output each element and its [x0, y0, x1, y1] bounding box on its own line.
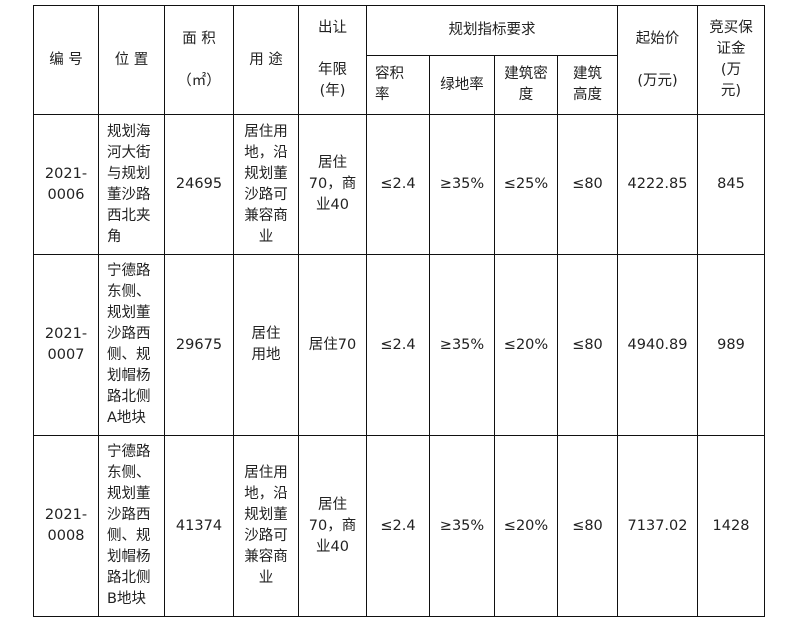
- header-green: 绿地率: [429, 55, 495, 115]
- header-use: 用 途: [233, 5, 299, 115]
- header-area: 面 积 （㎡）: [164, 5, 234, 115]
- table-row: 2021- 0008 宁德路 东侧、 规划董 沙路西 侧、规 划帽杨 路北侧 B…: [33, 435, 765, 617]
- cell-price: 7137.02: [617, 435, 698, 617]
- cell-height: ≤80: [557, 114, 618, 255]
- cell-deposit: 989: [697, 254, 765, 436]
- cell-far: ≤2.4: [366, 435, 430, 617]
- table-row: 2021- 0006 规划海 河大街 与规划 董沙路 西北夹 角 24695 居…: [33, 114, 765, 255]
- header-price: 起始价 (万元): [617, 5, 698, 115]
- cell-id: 2021- 0006: [33, 114, 99, 255]
- cell-location: 宁德路 东侧、 规划董 沙路西 侧、规 划帽杨 路北侧 A地块: [98, 254, 165, 436]
- cell-area: 24695: [164, 114, 234, 255]
- table-row: 2021- 0007 宁德路 东侧、 规划董 沙路西 侧、规 划帽杨 路北侧 A…: [33, 254, 765, 436]
- cell-use: 居住用 地，沿 规划董 沙路可 兼容商 业: [233, 435, 299, 617]
- cell-term: 居住 70，商 业40: [298, 435, 367, 617]
- cell-location: 规划海 河大街 与规划 董沙路 西北夹 角: [98, 114, 165, 255]
- cell-area: 41374: [164, 435, 234, 617]
- cell-id: 2021- 0008: [33, 435, 99, 617]
- cell-height: ≤80: [557, 435, 618, 617]
- cell-density: ≤25%: [494, 114, 558, 255]
- header-height: 建筑 高度: [557, 55, 618, 115]
- header-far: 容积 率: [366, 55, 430, 115]
- cell-price: 4222.85: [617, 114, 698, 255]
- cell-use: 居住 用地: [233, 254, 299, 436]
- header-id: 编 号: [33, 5, 99, 115]
- cell-id: 2021- 0007: [33, 254, 99, 436]
- cell-far: ≤2.4: [366, 114, 430, 255]
- cell-density: ≤20%: [494, 435, 558, 617]
- cell-density: ≤20%: [494, 254, 558, 436]
- cell-area: 29675: [164, 254, 234, 436]
- cell-green: ≥35%: [429, 435, 495, 617]
- cell-use: 居住用 地，沿 规划董 沙路可 兼容商 业: [233, 114, 299, 255]
- subheader-row: 容积 率 绿地率 建筑密 度 建筑 高度: [34, 55, 765, 115]
- cell-price: 4940.89: [617, 254, 698, 436]
- cell-height: ≤80: [557, 254, 618, 436]
- cell-green: ≥35%: [429, 254, 495, 436]
- cell-term: 居住70: [298, 254, 367, 436]
- cell-far: ≤2.4: [366, 254, 430, 436]
- cell-green: ≥35%: [429, 114, 495, 255]
- header-row: 编 号 位 置 面 积 （㎡） 用 途 出让 年限 (年) 规划指标要求 起始价…: [33, 5, 765, 115]
- header-planning: 规划指标要求: [366, 5, 618, 56]
- cell-location: 宁德路 东侧、 规划董 沙路西 侧、规 划帽杨 路北侧 B地块: [98, 435, 165, 617]
- header-deposit: 竞买保 证金 (万 元): [697, 5, 765, 115]
- cell-term: 居住 70，商 业40: [298, 114, 367, 255]
- header-density: 建筑密 度: [494, 55, 558, 115]
- header-location: 位 置: [98, 5, 165, 115]
- land-auction-table: 编 号 位 置 面 积 （㎡） 用 途 出让 年限 (年) 规划指标要求 起始价…: [33, 5, 765, 617]
- header-term: 出让 年限 (年): [298, 5, 367, 115]
- cell-deposit: 845: [697, 114, 765, 255]
- cell-deposit: 1428: [697, 435, 765, 617]
